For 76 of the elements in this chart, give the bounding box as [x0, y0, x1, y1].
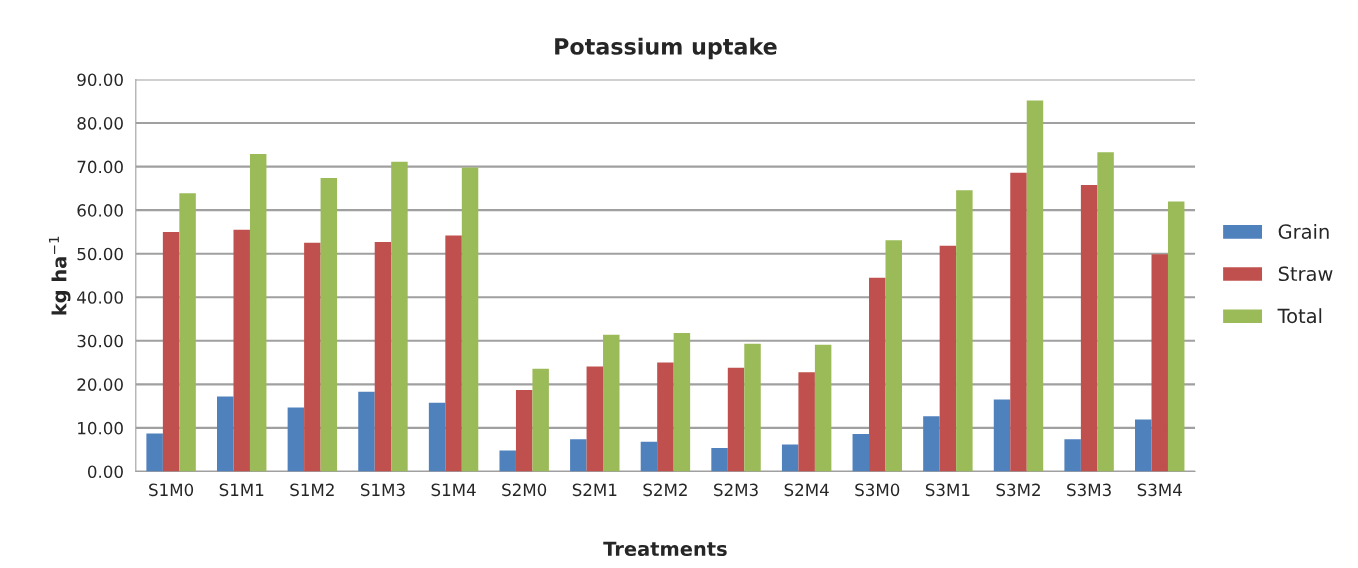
- bar: [1010, 172, 1027, 472]
- x-tick-label: S3M3: [1067, 483, 1111, 497]
- bar: [885, 240, 902, 472]
- bar: [233, 229, 250, 472]
- bar: [532, 368, 549, 472]
- bar: [461, 167, 479, 472]
- bar: [1135, 419, 1152, 472]
- x-axis-title: Treatments: [603, 541, 727, 557]
- bar: [445, 235, 462, 472]
- bar: [515, 390, 533, 472]
- y-axis-title: kg ha$^{−1}$: [48, 236, 71, 315]
- bar: [781, 444, 799, 472]
- bar: [570, 439, 587, 472]
- bar: [956, 190, 973, 472]
- y-tick-label: 70.00: [77, 160, 123, 174]
- x-tick-label: S2M3: [714, 483, 758, 497]
- bar: [993, 399, 1011, 472]
- bar: [727, 367, 745, 472]
- bar: [814, 344, 832, 472]
- bar: [869, 277, 886, 472]
- bar: [358, 391, 375, 472]
- x-tick-label: S1M2: [290, 483, 334, 497]
- x-tick-label: S2M1: [572, 483, 617, 497]
- bar: [1097, 152, 1114, 472]
- bar: [798, 372, 815, 472]
- x-tick-label: S2M0: [502, 483, 547, 497]
- bar: [586, 366, 604, 472]
- y-tick-label: 20.00: [77, 378, 123, 391]
- x-tick-label: S1M1: [219, 483, 264, 497]
- x-tick-label: S2M4: [784, 483, 829, 497]
- y-tick-label: 50.00: [77, 247, 123, 261]
- bar: [1064, 439, 1081, 472]
- bar: [162, 231, 180, 472]
- bar: [744, 343, 761, 472]
- x-tick-label: S2M2: [643, 483, 687, 497]
- bar: [391, 161, 408, 472]
- bar: [923, 416, 940, 472]
- bar: [640, 441, 658, 472]
- y-tick-label: 30.00: [77, 334, 123, 348]
- bar: [1026, 100, 1044, 472]
- legend-label: Grain: [1278, 223, 1329, 239]
- bar: [657, 362, 674, 472]
- bar: [428, 402, 446, 472]
- bar: [249, 153, 267, 472]
- x-tick-label: S3M0: [855, 483, 900, 497]
- x-tick-label: S1M0: [149, 483, 194, 497]
- chart-title: Potassium uptake: [555, 37, 777, 60]
- bar: [499, 450, 516, 472]
- y-tick-label: 80.00: [77, 117, 123, 130]
- bar: [179, 193, 196, 472]
- bar: [1167, 201, 1185, 472]
- bar: [287, 407, 305, 472]
- bar: [320, 177, 338, 472]
- x-tick-label: S1M4: [431, 483, 476, 497]
- y-tick-label: 90.00: [77, 73, 123, 87]
- bar: [374, 241, 392, 472]
- x-tick-label: S3M4: [1137, 483, 1182, 497]
- bar: [146, 433, 163, 472]
- bar: [1151, 254, 1168, 472]
- bar: [673, 332, 691, 472]
- x-tick-label: S1M3: [360, 483, 405, 497]
- y-tick-label: 10.00: [78, 421, 123, 435]
- y-tick-label: 0.00: [87, 465, 123, 479]
- bar: [304, 242, 321, 472]
- x-tick-label: S3M2: [996, 483, 1040, 497]
- bar: [939, 245, 957, 472]
- x-tick-label: S3M1: [925, 483, 970, 497]
- bar: [852, 433, 870, 472]
- bar: [1080, 184, 1098, 472]
- y-tick-label: 40.00: [77, 291, 123, 304]
- bar: [711, 447, 728, 472]
- legend-label: Total: [1277, 308, 1322, 324]
- y-tick-label: 60.00: [77, 204, 123, 217]
- bar: [603, 334, 620, 472]
- bar: [217, 396, 234, 472]
- legend-label: Straw: [1278, 266, 1333, 282]
